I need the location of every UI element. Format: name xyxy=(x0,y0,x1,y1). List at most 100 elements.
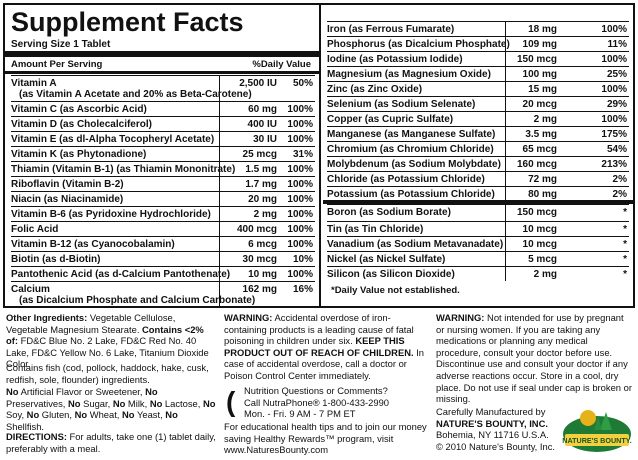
section-rule xyxy=(323,200,633,204)
free-item: Artificial Flavor or Sweetener, xyxy=(18,386,146,397)
nutrient-name: Iodine (as Potassium Iodide) xyxy=(327,54,463,65)
nutrient-name: Folic Acid xyxy=(11,224,59,235)
free-item: Gluten, xyxy=(39,409,75,421)
nutrient-name: Magnesium (as Magnesium Oxide) xyxy=(327,69,491,80)
column-divider xyxy=(219,162,220,176)
column-divider xyxy=(505,172,506,186)
nutrient-amount: 3.5 mg xyxy=(525,129,557,140)
nutrient-daily-value: 213% xyxy=(601,159,627,170)
nutrient-amount: 65 mcg xyxy=(522,144,557,155)
nutrient-daily-value: 100% xyxy=(287,239,313,250)
nutrient-row: Riboflavin (Vitamin B-2) 1.7 mg 100% xyxy=(11,176,315,191)
nutrient-amount: 5 mcg xyxy=(528,254,557,265)
column-divider xyxy=(219,267,220,281)
nutrient-row: Vitamin B-12 (as Cyanocobalamin) 6 mcg 100… xyxy=(11,236,315,251)
free-item: Yeast, xyxy=(134,409,166,421)
nutrient-name: Vitamin C (as Ascorbic Acid) xyxy=(11,104,147,115)
nutrient-row: Silicon (as Silicon Dioxide) 2 mg * xyxy=(327,266,629,281)
nutrient-row: Vitamin A (as Vitamin A Acetate and 20% a… xyxy=(11,75,315,101)
nutrient-row: Pantothenic Acid (as d-Calcium Pantothen… xyxy=(11,266,315,281)
nutrient-daily-value: * xyxy=(623,269,627,280)
column-divider xyxy=(219,222,220,236)
nutrient-row: Molybdenum (as Sodium Molybdate) 160 mcg 2… xyxy=(327,156,629,171)
manuf-name: NATURE'S BOUNTY, INC. xyxy=(436,417,548,429)
nutrient-name: Potassium (as Potassium Chloride) xyxy=(327,189,495,200)
nutrient-name: Vanadium (as Sodium Metavanadate) xyxy=(327,239,504,250)
nutrient-row: Magnesium (as Magnesium Oxide) 100 mg 25% xyxy=(327,66,629,81)
column-divider xyxy=(505,82,506,96)
no-word: No xyxy=(74,409,88,421)
nutrient-row: Manganese (as Manganese Sulfate) 3.5 mg 17… xyxy=(327,126,629,141)
nutrient-amount: 20 mg xyxy=(248,194,277,205)
column-divider xyxy=(505,37,506,51)
other-ingredients: Other Ingredients: Vegetable Cellulose, … xyxy=(6,312,216,370)
nutrient-name: Riboflavin (Vitamin B-2) xyxy=(11,179,124,190)
iron-warning: WARNING: Accidental overdose of iron-con… xyxy=(224,312,428,382)
nutrient-name: Vitamin B-12 (as Cyanocobalamin) xyxy=(11,239,175,250)
nutrient-name: Zinc (as Zinc Oxide) xyxy=(327,84,423,95)
nutrient-name: Vitamin E (as dl-Alpha Tocopheryl Acetat… xyxy=(11,134,215,145)
facts-right-column: Iron (as Ferrous Fumarate) 18 mg 100% Phosp… xyxy=(323,5,633,306)
nutrient-name: Chromium (as Chromium Chloride) xyxy=(327,144,494,155)
nutrient-amount: 2 mg xyxy=(533,114,557,125)
nutrient-daily-value: 25% xyxy=(606,69,627,80)
nutrient-daily-value: 2% xyxy=(612,189,627,200)
nutrient-name: Selenium (as Sodium Selenate) xyxy=(327,99,476,110)
nutrient-row: Vitamin K (as Phytonadione) 25 mcg 31% xyxy=(11,146,315,161)
manuf-line: © 2010 Nature's Bounty, Inc. xyxy=(436,440,556,452)
nutrient-amount: 2 mg xyxy=(533,269,557,280)
thick-rule xyxy=(5,51,319,57)
nutrient-row: Potassium (as Potassium Chloride) 80 mg 2% xyxy=(327,186,629,201)
nutrient-amount: 1.7 mg xyxy=(245,179,277,190)
nutrient-amount: 2,500 IU xyxy=(239,78,277,89)
free-from-list: No Artificial Flavor or Sweetener, No Pr… xyxy=(6,386,216,432)
nutrient-name: Silicon (as Silicon Dioxide) xyxy=(327,269,455,280)
column-divider xyxy=(505,187,506,201)
free-item: Preservatives, xyxy=(6,397,68,409)
nutrient-daily-value: 100% xyxy=(287,224,313,235)
nutrient-amount: 109 mg xyxy=(522,39,557,50)
nutrient-name: Vitamin K (as Phytonadione) xyxy=(11,149,147,160)
nutrient-name: Pantothenic Acid (as d-Calcium Pantothen… xyxy=(11,269,231,280)
manufacturer-info: Carefully Manufactured by NATURE'S BOUNT… xyxy=(436,406,556,452)
contains-label: Contains <2% of: xyxy=(6,323,204,347)
nutrient-name: Nickel (as Nickel Sulfate) xyxy=(327,254,446,265)
ingredients-text: Vegetable Cellulose, Vegetable Magnesium… xyxy=(6,312,176,335)
column-divider xyxy=(505,142,506,156)
nutraphone-info: Nutrition Questions or Comments? Call Nu… xyxy=(244,385,428,420)
nutrient-amount: 10 mg xyxy=(248,269,277,280)
nutrient-amount: 400 IU xyxy=(247,119,277,130)
warning2-label: WARNING: xyxy=(436,312,485,323)
column-divider xyxy=(505,97,506,111)
column-divider xyxy=(219,76,220,101)
nutrient-daily-value: 16% xyxy=(292,284,313,295)
nutrient-row: Vitamin C (as Ascorbic Acid) 60 mg 100% xyxy=(11,101,315,116)
manuf-line: Carefully Manufactured by xyxy=(436,406,546,417)
nutrient-amount: 15 mg xyxy=(528,84,557,95)
ingredients-label: Other Ingredients: xyxy=(6,312,88,323)
column-divider xyxy=(219,132,220,146)
directions-label: DIRECTIONS: xyxy=(6,431,67,442)
column-divider xyxy=(219,192,220,206)
nutrient-amount: 160 mcg xyxy=(516,159,557,170)
nutrient-daily-value: 29% xyxy=(606,99,627,110)
column-divider xyxy=(505,237,506,251)
pregnancy-warning: WARNING: Not intended for use by pregnan… xyxy=(436,312,634,405)
no-word: No xyxy=(112,397,126,409)
footnote: *Daily Value not established. xyxy=(331,285,460,296)
nutrient-name: Niacin (as Niacinamide) xyxy=(11,194,124,205)
nutrient-row: Folic Acid 400 mcg 100% xyxy=(11,221,315,236)
warning1-tail: In case of accidental overdose, call a d… xyxy=(224,346,425,381)
free-item: Milk, xyxy=(125,397,150,409)
amount-per-serving-label: Amount Per Serving xyxy=(11,59,103,70)
natures-bounty-logo-icon: NATURE'S BOUNTY. xyxy=(562,410,632,452)
nutraphone-line: Mon. - Fri. 9 AM - 7 PM ET xyxy=(244,408,356,420)
nutrient-daily-value: 50% xyxy=(292,78,313,89)
nutrient-name: Vitamin B-6 (as Pyridoxine Hydrochloride… xyxy=(11,209,211,220)
nutrient-daily-value: 10% xyxy=(292,254,313,265)
nutrient-row: Copper (as Cupric Sulfate) 2 mg 100% xyxy=(327,111,629,126)
nutrient-daily-value: 100% xyxy=(287,164,313,175)
no-word: No xyxy=(26,409,40,421)
nutrient-row: Biotin (as d-Biotin) 30 mcg 10% xyxy=(11,251,315,266)
nutrient-amount: 6 mcg xyxy=(248,239,277,250)
